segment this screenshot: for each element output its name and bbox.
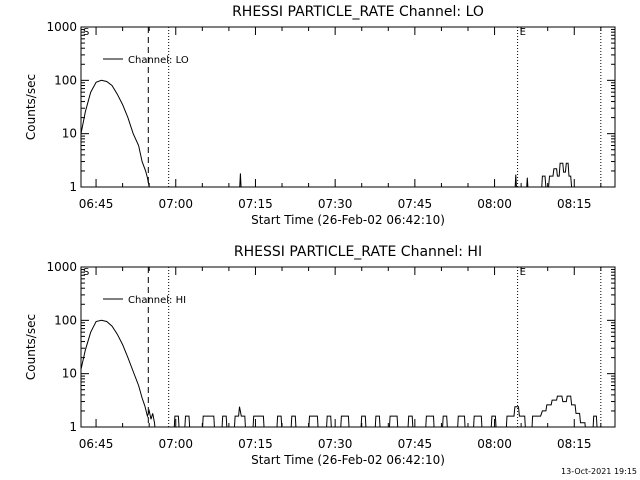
chart-title: RHESSI PARTICLE_RATE Channel: LO [232,4,484,20]
y-tick-label: 10 [62,127,77,141]
series-line [81,319,598,427]
y-tick-label: 100 [54,73,77,87]
chart-panel-lo: RHESSI PARTICLE_RATE Channel: LO 1 10 100 10… [24,4,616,227]
x-tick-label: 06:45 [79,197,114,211]
y-tick-label: 1000 [46,260,77,274]
x-axis-label: Start Time (26-Feb-02 06:42:10) [251,453,445,467]
x-tick-label: 08:00 [477,197,512,211]
footer-date: 13-Oct-2021 19:15 [561,467,637,476]
x-tick-label: 08:15 [557,197,592,211]
x-tick-label: 07:15 [238,197,273,211]
x-tick-label: 06:45 [79,437,114,451]
x-tick-label: 08:15 [557,437,592,451]
plot-frame [80,266,616,428]
chart-panel-hi: RHESSI PARTICLE_RATE Channel: HI 1 10 100 10… [24,244,616,467]
x-tick-label: 07:00 [158,197,193,211]
legend-label: Channel: LO [128,55,189,66]
y-tick-label: 1 [69,180,77,194]
y-axis-label: Counts/sec [24,74,38,140]
series-line [81,79,573,187]
y-tick-label: 100 [54,313,77,327]
x-tick-label: 07:15 [238,437,273,451]
x-tick-label: 08:00 [477,437,512,451]
time-marker-label: S [83,267,89,278]
plot-frame [80,26,616,188]
x-tick-label: 07:00 [158,437,193,451]
time-marker-label: E [520,27,526,38]
y-tick-label: 1 [69,420,77,434]
chart-title: RHESSI PARTICLE_RATE Channel: HI [234,244,482,260]
y-tick-label: 1000 [46,20,77,34]
x-axis-label: Start Time (26-Feb-02 06:42:10) [251,213,445,227]
x-tick-label: 07:45 [398,437,433,451]
y-tick-label: 10 [62,367,77,381]
x-tick-label: 07:45 [398,197,433,211]
y-axis-label: Counts/sec [24,314,38,380]
x-tick-label: 07:30 [318,197,353,211]
legend-label: Channel: HI [128,295,186,306]
time-marker-label: E [520,267,526,278]
x-tick-label: 07:30 [318,437,353,451]
time-marker-label: S [83,27,89,38]
